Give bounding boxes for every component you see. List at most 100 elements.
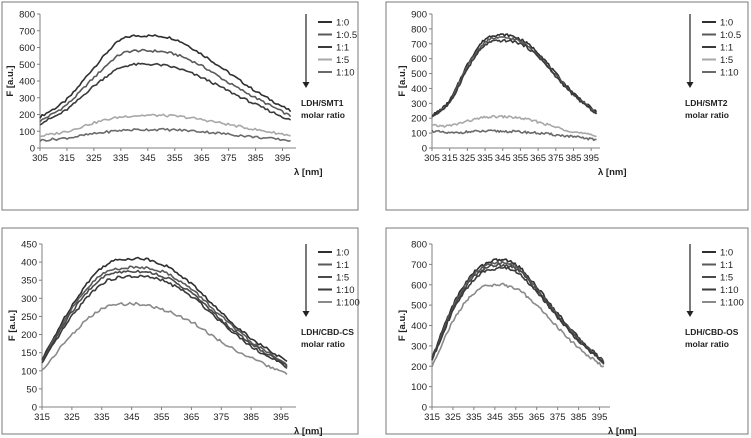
y-tick-label: 450 [21,240,37,251]
legend-title-line: molar ratio [301,110,345,120]
x-tick-label: 375 [213,412,229,423]
legend-label: 1:5 [720,273,733,284]
chart-bottom-right: 0 100 200 300 400 500 600 700 800 315 325 335 345 355… [397,240,744,438]
legend-label: 1:100 [720,298,744,309]
y-tick-label: 300 [411,341,427,352]
y-tick-label: 600 [411,280,427,291]
y-tick-label: 500 [19,60,35,71]
x-tick-label: 395 [275,153,291,164]
y-axis-title: F [a.u.] [397,310,408,341]
x-axis-title: λ [nm] [294,167,323,178]
y-tick-label: 200 [411,362,427,373]
y-tick-label: 400 [411,84,427,95]
chart-bottom-left: 0 50 100 150 200 250 300 350 400 450 315 325 335 345 3… [7,240,360,438]
ratio-arrow-head [302,82,310,88]
chart-top-right: 0 100 200 300 400 500 600 700 800 900 305 315 325 335… [397,10,741,179]
series-line-1-1 [39,62,292,126]
x-tick-label: 305 [32,153,48,164]
x-tick-label: 355 [512,153,528,164]
y-tick-label: 600 [19,43,35,54]
y-tick-label: 400 [19,77,35,88]
x-tick-label: 385 [571,412,587,423]
x-axis-title: λ [nm] [608,426,637,437]
legend-label: 1:1 [336,43,349,54]
series-line-1-10 [431,266,605,365]
legend-title-line: LDH/CBD-CS [301,327,354,337]
y-tick-label: 900 [411,10,427,21]
y-tick-label: 400 [21,258,37,269]
x-tick-label: 345 [487,412,503,423]
chart-top-left: 0 100 200 300 400 500 600 700 800 305 315 325 335 345… [5,10,357,179]
y-axis-title: F [a.u.] [7,310,18,341]
x-tick-label: 365 [194,153,210,164]
y-tick-label: 0 [32,403,37,414]
y-tick-label: 50 [26,384,37,395]
x-tick-label: 335 [477,153,493,164]
panel-bottom-left: 0 50 100 150 200 250 300 350 400 450 315 325 335 345 3… [1,227,360,438]
legend-title-line: LDH/SMT2 [685,98,728,108]
y-tick-label: 200 [21,330,37,341]
y-tick-label: 0 [422,144,427,155]
legend-label: 1:10 [720,68,739,79]
y-tick-label: 800 [411,240,427,251]
y-tick-label: 700 [411,260,427,271]
x-tick-label: 305 [424,153,440,164]
series-line-1-0 [39,34,292,119]
legend-label: 1:5 [720,55,733,66]
x-tick-label: 325 [445,412,461,423]
series-line-1-100 [431,282,605,368]
x-tick-label: 315 [442,153,458,164]
y-tick-label: 150 [21,348,37,359]
legend-title-line: molar ratio [685,339,729,349]
x-tick-label: 315 [424,412,440,423]
x-tick-label: 325 [459,153,475,164]
legend-label: 1:5 [336,55,349,66]
x-tick-label: 345 [140,153,156,164]
x-tick-label: 395 [592,412,608,423]
legend-label: 1:0 [336,248,349,259]
ratio-arrow-head [686,82,694,88]
x-tick-label: 375 [548,153,564,164]
y-tick-label: 100 [411,129,427,140]
y-tick-label: 0 [422,403,427,414]
ratio-arrow-head [686,311,694,317]
series-line-1-10 [39,127,291,142]
series-line-1-0 [41,256,288,363]
series-line-1-10 [431,129,597,142]
y-tick-label: 800 [19,10,35,21]
x-tick-label: 365 [529,412,545,423]
legend-title-line: molar ratio [685,110,729,120]
series-line-1-5 [39,113,291,138]
x-tick-label: 365 [183,412,199,423]
x-tick-label: 315 [59,153,75,164]
x-axis-title: λ [nm] [294,426,323,437]
y-tick-label: 600 [411,54,427,65]
x-tick-label: 385 [566,153,582,164]
x-tick-label: 375 [550,412,566,423]
x-tick-label: 345 [124,412,140,423]
y-tick-label: 500 [411,301,427,312]
legend-label: 1:0.5 [336,30,357,41]
series-line-1-1 [431,38,598,117]
x-tick-label: 385 [243,412,259,423]
series-line-1-10 [41,274,288,370]
series-line-1-5 [431,114,597,138]
y-tick-label: 100 [411,382,427,393]
x-tick-label: 365 [530,153,546,164]
legend-label: 1:1 [720,260,733,271]
ratio-arrow-head [302,311,310,317]
series-line-1-5 [431,263,604,364]
x-tick-label: 325 [86,153,102,164]
x-tick-label: 335 [113,153,129,164]
x-tick-label: 355 [167,153,183,164]
legend-title-line: LDH/SMT1 [301,98,344,108]
x-tick-label: 355 [508,412,524,423]
legend-label: 1:10 [336,68,355,79]
y-tick-label: 800 [411,24,427,35]
y-tick-label: 300 [21,294,37,305]
y-axis-title: F [a.u.] [5,65,16,96]
y-tick-label: 300 [19,93,35,104]
y-tick-label: 200 [19,110,35,121]
